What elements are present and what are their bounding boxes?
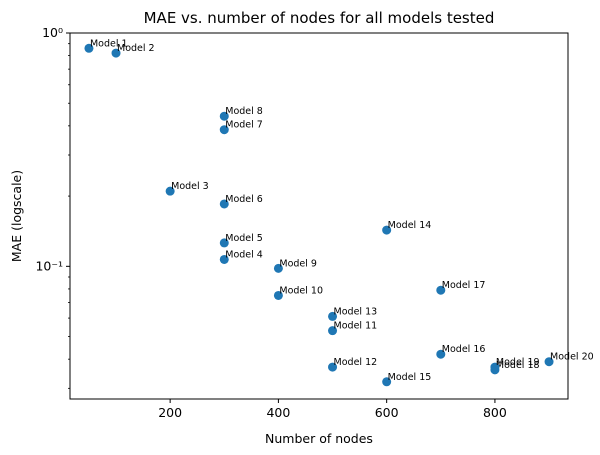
x-tick-label: 800 <box>483 405 507 420</box>
data-point-label: Model 6 <box>225 194 263 205</box>
data-point <box>219 199 229 209</box>
data-point-label: Model 4 <box>225 249 263 260</box>
data-point-label: Model 7 <box>225 120 263 131</box>
data-point <box>273 290 283 300</box>
data-point <box>490 362 500 372</box>
data-point-label: Model 10 <box>279 285 323 296</box>
data-point-label: Model 17 <box>442 280 486 291</box>
data-point <box>111 48 121 58</box>
data-point <box>382 225 392 235</box>
x-tick-label: 400 <box>266 405 290 420</box>
data-point <box>219 111 229 121</box>
axes: 200 400 600 800 10⁻¹ 10⁰ <box>35 25 506 420</box>
data-point <box>219 125 229 135</box>
data-point <box>436 285 446 295</box>
plot-frame <box>69 32 569 400</box>
data-point-label: Model 12 <box>334 357 378 368</box>
data-point-label: Model 3 <box>171 181 209 192</box>
data-point <box>328 311 338 321</box>
data-point-label: Model 2 <box>117 43 155 54</box>
data-point <box>219 238 229 248</box>
data-point-label: Model 11 <box>334 321 378 332</box>
data-point <box>165 186 175 196</box>
data-point <box>544 357 554 367</box>
y-axis-label: MAE (logscale) <box>9 170 24 262</box>
data-point <box>273 263 283 273</box>
data-point <box>328 362 338 372</box>
data-point <box>219 254 229 264</box>
data-point-label: Model 9 <box>279 258 317 269</box>
y-tick-label: 10⁻¹ <box>35 258 63 273</box>
data-point <box>84 43 94 53</box>
data-point-label: Model 20 <box>550 352 594 363</box>
data-point-label: Model 18 <box>496 360 540 371</box>
x-axis-label: Number of nodes <box>265 431 373 446</box>
data-point <box>382 377 392 387</box>
data-point-label: Model 13 <box>334 306 378 317</box>
y-tick-label: 10⁰ <box>42 25 63 40</box>
chart-title: MAE vs. number of nodes for all models t… <box>144 9 495 27</box>
data-point-label: Model 8 <box>225 106 263 117</box>
data-point-label: Model 1 <box>90 38 128 49</box>
data-point <box>436 349 446 359</box>
data-point-label: Model 5 <box>225 233 263 244</box>
data-point-label: Model 15 <box>388 372 432 383</box>
data-point <box>328 326 338 336</box>
data-point-label: Model 16 <box>442 344 486 355</box>
x-tick-label: 600 <box>375 405 399 420</box>
data-point-label: Model 19 <box>496 357 540 368</box>
x-tick-label: 200 <box>158 405 182 420</box>
data-point-label: Model 14 <box>388 220 432 231</box>
